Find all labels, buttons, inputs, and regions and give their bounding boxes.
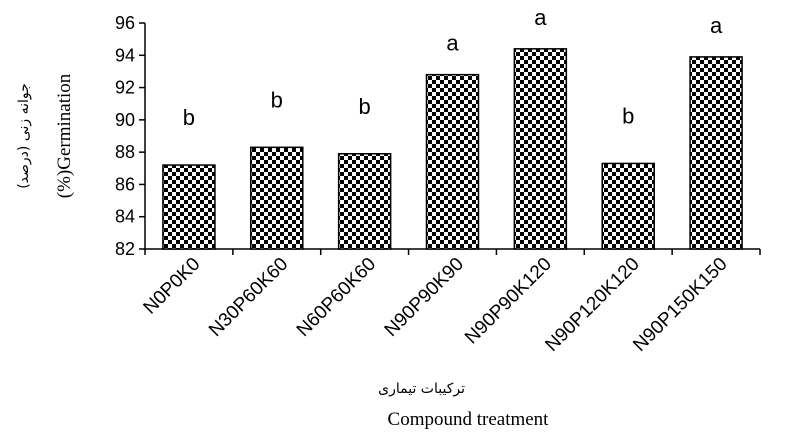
bar-N0P0K0 <box>162 164 216 250</box>
significance-letter: b <box>271 87 283 112</box>
significance-letter: b <box>183 105 195 130</box>
significance-letter: b <box>622 103 634 128</box>
y-tick-label: 96 <box>115 13 135 33</box>
bar-N90P120K120 <box>601 162 655 250</box>
bar-N90P90K90 <box>425 73 480 250</box>
bars <box>162 48 743 250</box>
category-label: N90P90K90 <box>381 254 468 341</box>
x-ticks <box>144 249 761 255</box>
y-tick-label: 84 <box>115 207 135 227</box>
category-label: N30P60K60 <box>205 254 292 341</box>
y-tick-label: 90 <box>115 110 135 130</box>
category-label: N90P150K150 <box>629 254 731 356</box>
category-labels: N0P0K0 N30P60K60 N60P60K60 N90P90K90N90P90K… <box>140 254 732 356</box>
y-tick-label: 88 <box>115 142 135 162</box>
y-axis-title-persian: جوانه زنی (درصد) <box>16 83 32 189</box>
significance-letters: b b b a a b a <box>183 5 723 130</box>
category-label: N0P0K0 <box>140 254 205 319</box>
y-tick-label: 86 <box>115 174 135 194</box>
x-axis-title: Compound treatment <box>388 409 550 430</box>
y-axis-title: (%)Germination <box>54 73 75 198</box>
y-tick-label: 94 <box>115 45 135 65</box>
significance-letter: a <box>534 5 547 30</box>
significance-letter: a <box>710 13 723 38</box>
bar-N30P60K60 <box>250 146 304 250</box>
category-label: N90P90K120 <box>461 254 556 349</box>
y-tick-label: 82 <box>115 239 135 259</box>
y-tick-label: 92 <box>115 78 135 98</box>
significance-letter: a <box>446 31 459 56</box>
y-ticks: 82 84 86 88 90 92 94 96 <box>115 13 145 259</box>
bar-N90P150K150 <box>689 56 743 250</box>
category-label: N90P120K120 <box>541 254 643 356</box>
bar-N90P90K120 <box>513 48 568 250</box>
bar-N60P60K60 <box>337 153 392 250</box>
category-label: N60P60K60 <box>293 254 380 341</box>
x-axis-title-persian: ترکیبات تیماری <box>378 381 465 397</box>
significance-letter: b <box>359 94 371 119</box>
